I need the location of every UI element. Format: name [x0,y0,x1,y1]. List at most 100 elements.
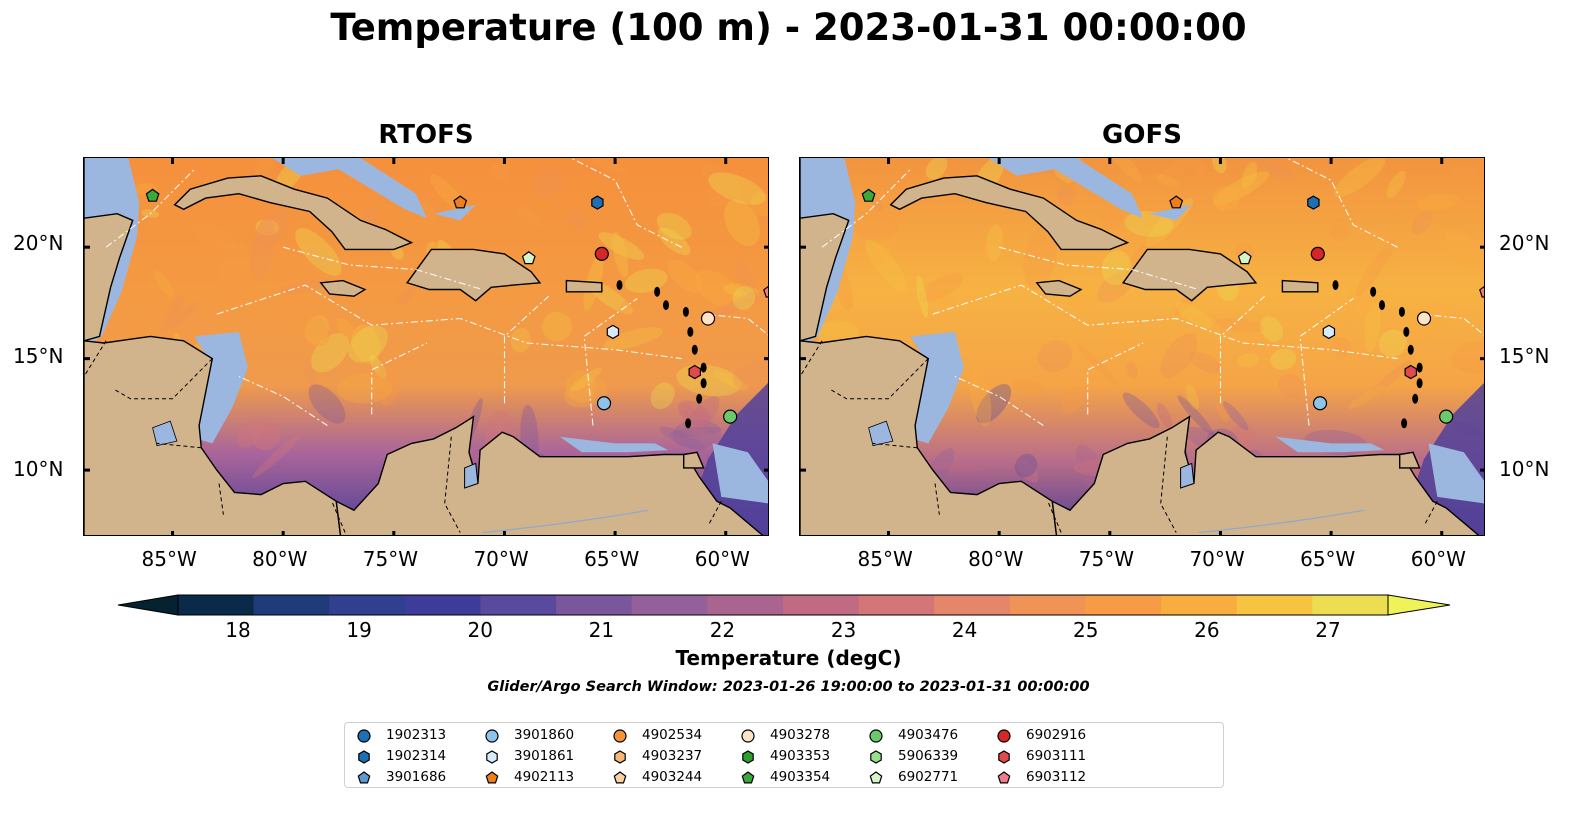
colorbar-tick-label: 18 [225,618,251,642]
colorbar-tick-label: 19 [346,618,372,642]
float-marker-6903112 [1479,286,1484,298]
legend-marker-5906339 [870,750,882,764]
lat-label-left-15: 15°N [13,344,64,368]
legend-marker-6902916 [997,729,1011,743]
colorbar-swatch [783,595,860,615]
legend-marker-6903112 [997,771,1011,784]
colorbar-swatch [631,595,708,615]
colorbar-tick-label: 23 [830,618,857,642]
colorbar [117,594,1451,616]
lat-label-left-10: 10°N [13,457,64,481]
legend-label: 6903111 [1026,748,1087,764]
float-marker-3901861 [1322,324,1336,340]
panel-title-rtofs: RTOFS [378,120,474,150]
colorbar-tick-label: 25 [1073,618,1099,642]
legend-marker-4902534 [613,729,627,743]
legend-marker-4903353 [742,750,754,764]
figure-title: Temperature (100 m) - 2023-01-31 00:00:0… [330,6,1247,49]
legend-marker-1902314 [358,750,370,764]
legend-label: 4903237 [642,748,703,764]
float-marker-4903476 [723,409,738,424]
float-marker-6903111 [1404,364,1417,380]
float-legend: 1902313 1902314 3901686 3901860 3901861 49021… [344,722,1224,788]
colorbar-swatch [253,595,330,615]
float-marker-4903354 [861,188,876,202]
colorbar-tick-label: 24 [951,618,978,642]
lat-label-left-20: 20°N [13,231,64,255]
colorbar-tick-label: 21 [588,618,615,642]
float-marker-4903278 [1416,311,1432,326]
legend-marker-6903111 [998,750,1010,764]
colorbar-tick-label: 27 [1315,618,1341,642]
colorbar-swatch [707,595,784,615]
float-marker-3901861 [606,324,620,340]
lat-label-right-10: 10°N [1499,457,1550,481]
lon-label-rtofs: 60°W [694,547,750,571]
lon-label-rtofs: 85°W [141,547,197,571]
colorbar-swatch [1312,595,1389,615]
float-marker-3901860 [1312,396,1328,411]
float-marker-6903111 [688,364,701,380]
legend-label: 4902113 [514,769,575,785]
float-marker-6903112 [763,286,768,298]
legend-label: 1902313 [386,727,447,743]
colorbar-swatch [1085,595,1162,615]
legend-label: 3901686 [386,769,447,785]
legend-marker-1902313 [357,729,371,743]
colorbar-swatch [404,595,482,615]
float-marker-4903476 [1439,409,1454,424]
lon-label-rtofs: 80°W [252,547,308,571]
legend-marker-4903244 [613,771,627,784]
legend-label: 4903354 [770,769,831,785]
lon-label-gofs: 75°W [1078,547,1135,571]
lon-label-gofs: 70°W [1189,547,1245,571]
float-marker-1902314 [591,195,604,210]
legend-label: 1902314 [386,748,447,764]
lon-label-gofs: 60°W [1410,547,1466,571]
float-marker-4903354 [145,188,160,202]
colorbar-swatch [480,595,557,615]
colorbar-tick-label: 20 [467,618,493,642]
lon-label-gofs: 85°W [857,547,913,571]
float-marker-1902314 [1307,195,1320,210]
colorbar-swatch [1236,595,1313,615]
legend-label: 4903476 [898,727,959,743]
float-marker-6902771 [521,251,536,265]
colorbar-swatch [858,595,935,615]
lon-label-rtofs: 75°W [362,547,419,571]
search-window-text: Glider/Argo Search Window: 2023-01-26 19… [487,679,1090,695]
legend-label: 5906339 [898,748,959,764]
legend-label: 4903353 [770,748,831,764]
map-panel-rtofs [83,157,769,536]
legend-label: 4903278 [770,727,831,743]
legend-marker-6902771 [869,771,883,784]
legend-marker-3901686 [357,771,371,784]
lon-label-rtofs: 70°W [473,547,529,571]
legend-label: 6902916 [1026,727,1087,743]
float-marker-6902916 [594,246,609,261]
legend-label: 3901860 [514,727,575,743]
float-marker-4903278 [700,311,716,326]
colorbar-swatch [1009,595,1087,615]
legend-label: 6903112 [1026,769,1087,785]
legend-label: 3901861 [514,748,575,764]
legend-marker-4903237 [614,750,626,764]
legend-marker-4902113 [485,771,499,784]
float-marker-3901860 [596,396,612,411]
colorbar-extend-low [117,594,179,616]
colorbar-tick-label: 26 [1194,618,1220,642]
float-marker-6902771 [1237,251,1252,265]
legend-marker-3901860 [485,729,499,743]
lon-label-rtofs: 65°W [584,547,640,571]
float-marker-4902113 [1169,195,1184,209]
lat-label-right-20: 20°N [1499,231,1550,255]
colorbar-tick-label: 22 [709,618,736,642]
lon-label-gofs: 65°W [1300,547,1356,571]
lon-label-gofs: 80°W [968,547,1024,571]
legend-marker-4903476 [869,729,883,743]
colorbar-swatch [934,595,1011,615]
colorbar-swatch [556,595,633,615]
float-marker-4902113 [453,195,468,209]
map-panel-gofs [799,157,1485,536]
legend-label: 4903244 [642,769,703,785]
